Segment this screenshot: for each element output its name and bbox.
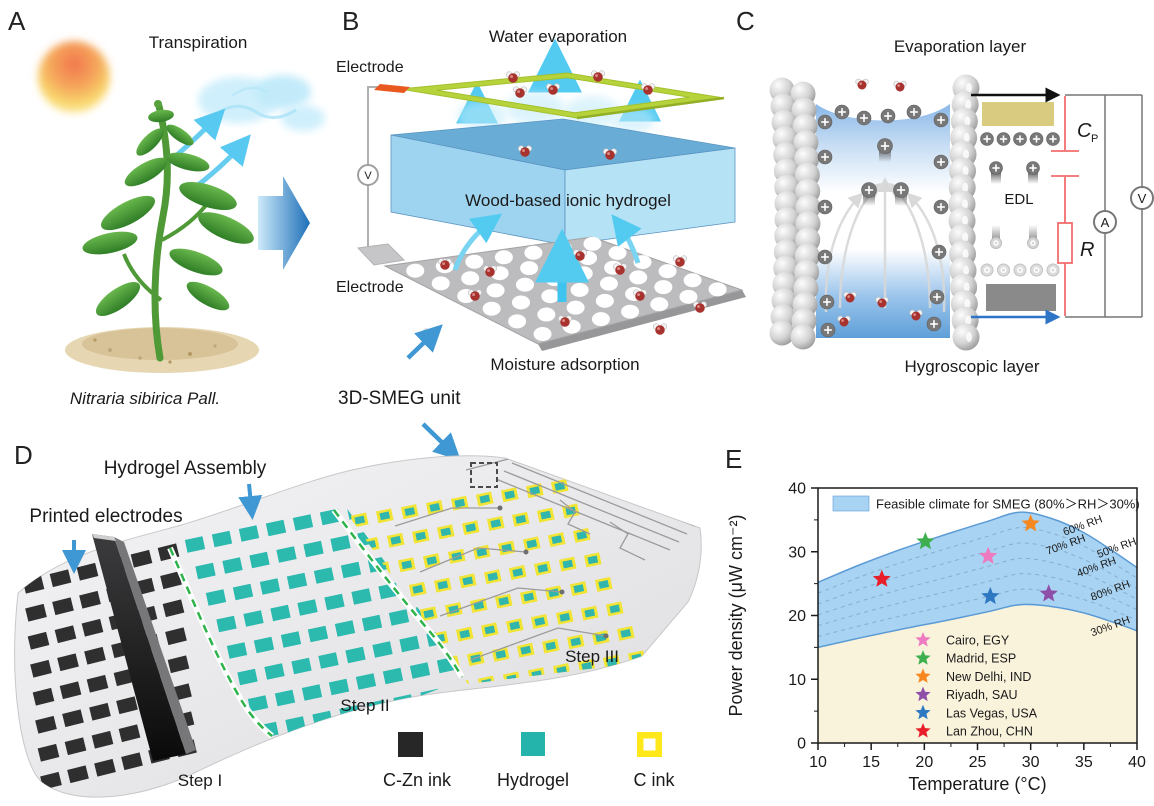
x-tick-label: 35 [1075,754,1093,771]
city-legend-star-icon [915,650,931,665]
vapor-cloud-icon [198,75,325,131]
hydrogel-block [390,118,736,246]
feasible-band-label: Feasible climate for SMEG (80%＞RH＞30%) [876,497,1140,512]
equivalent-circuit: C P R A V [971,87,1154,325]
city-legend-label: Lan Zhou, CHN [946,725,1033,739]
y-tick-label: 20 [788,608,806,625]
c-ink-label: C ink [633,770,675,790]
anion-row [980,263,1060,277]
city-legend-star-icon [915,686,931,702]
cp-label: C [1077,120,1092,142]
transpiration-label: Transpiration [149,33,248,52]
smeg-unit-pointer-down-icon [421,422,461,461]
water-channel [816,104,950,338]
edl-ion-pairs [989,161,1040,249]
electrode-bottom-label: Electrode [336,279,404,296]
czn-ink-swatch [398,732,423,757]
y-tick-label: 0 [797,736,806,753]
panel-c-mechanism-schematic: C Evaporation layer Hygroscopic layer ED… [736,6,1154,376]
feasible-band-swatch [832,495,870,512]
city-legend-label: Cairo, EGY [946,634,1010,648]
nanochannel-walls [769,74,980,351]
city-legend-star-icon [915,668,931,683]
electrode-top-label: Electrode [336,59,404,76]
hydrogel-label: Wood-based ionic hydrogel [465,191,671,210]
rc-branch [1051,96,1079,316]
ammeter-icon [1093,210,1117,234]
hydrogel-assembly-arrow-icon [238,483,263,520]
smeg-unit-highlight-box [470,462,498,488]
city-legend-star-icon [915,723,931,738]
city-legend-star-icon [915,704,931,720]
voltmeter-letter: V [1138,191,1147,206]
resistor-icon [1057,222,1073,264]
top-electrode-bar [982,102,1054,126]
panel-a-plant-transpiration: A Transpiration [8,6,325,408]
water-evaporation-label: Water evaporation [489,27,627,46]
r-label: R [1080,239,1094,261]
ammeter-letter: A [1101,215,1110,230]
evaporation-layer-label: Evaporation layer [894,37,1027,56]
plant-illustration [82,100,254,362]
step2-label: Step II [340,696,389,715]
panel-transition-arrow-icon [258,176,310,270]
step3-label: Step III [565,647,619,666]
x-tick-label: 15 [862,754,880,771]
printed-electrodes-label: Printed electrodes [29,506,182,527]
edl-label: EDL [1004,191,1033,208]
moisture-adsorption-label: Moisture adsorption [490,355,639,374]
smeg-unit-pointer-up-icon [406,324,443,360]
materials-legend: C-Zn ink Hydrogel C ink [383,732,676,790]
y-axis-title: Power density (μW cm⁻²) [726,515,746,717]
panel-d-fabrication-steps: D Printed electrodes Hydrogel Assembly S… [14,440,702,798]
hydrogel-assembly-label: Hydrogel Assembly [104,458,267,479]
cations [817,104,949,338]
x-tick-label: 40 [1128,754,1146,771]
edl-stack: EDL [980,102,1060,311]
step-dividers [167,508,465,739]
step1-label: Step I [178,771,222,790]
x-axis-title: Temperature (°C) [908,774,1046,794]
y-tick-label: 40 [788,481,806,498]
hydrogel-swatch [521,732,545,756]
hydrogel-legend-label: Hydrogel [497,770,569,790]
smeg-unit-label: 3D-SMEG unit [338,388,461,409]
adsorption-arrows [452,213,642,302]
city-legend-star-icon [915,632,931,647]
bottom-electrode-bar [986,284,1056,311]
voltmeter-icon [357,164,379,186]
panel-e-label: E [725,444,742,474]
panel-b-label: B [342,6,359,36]
city-legend-label: New Delhi, IND [946,670,1031,684]
panel-c-label: C [736,6,755,36]
y-tick-label: 30 [788,544,806,561]
water-molecules [837,78,923,327]
hygroscopic-layer-label: Hygroscopic layer [904,357,1039,376]
panel-b-smeg-unit-schematic: B Water evaporation Electrode V [336,6,746,461]
panel-d-label: D [14,440,33,470]
city-legend-label: Riyadh, SAU [946,688,1018,702]
cation-row [980,132,1060,146]
voltmeter-icon [1130,186,1154,210]
x-tick-label: 10 [809,754,827,771]
city-legend-label: Las Vegas, USA [946,706,1038,720]
panel-a-label: A [8,6,26,36]
voltmeter-letter: V [364,170,372,182]
electrode-contact-tab [374,84,410,93]
species-name: Nitraria sibirica Pall. [70,389,220,408]
x-tick-label: 25 [969,754,987,771]
squeegee-blade-icon [92,534,196,761]
y-tick-label: 10 [788,672,806,689]
cp-subscript: P [1091,133,1098,145]
city-legend-label: Madrid, ESP [946,652,1016,666]
czn-ink-label: C-Zn ink [383,770,452,790]
x-tick-label: 20 [915,754,933,771]
sun-icon [38,41,110,113]
x-tick-label: 30 [1022,754,1040,771]
